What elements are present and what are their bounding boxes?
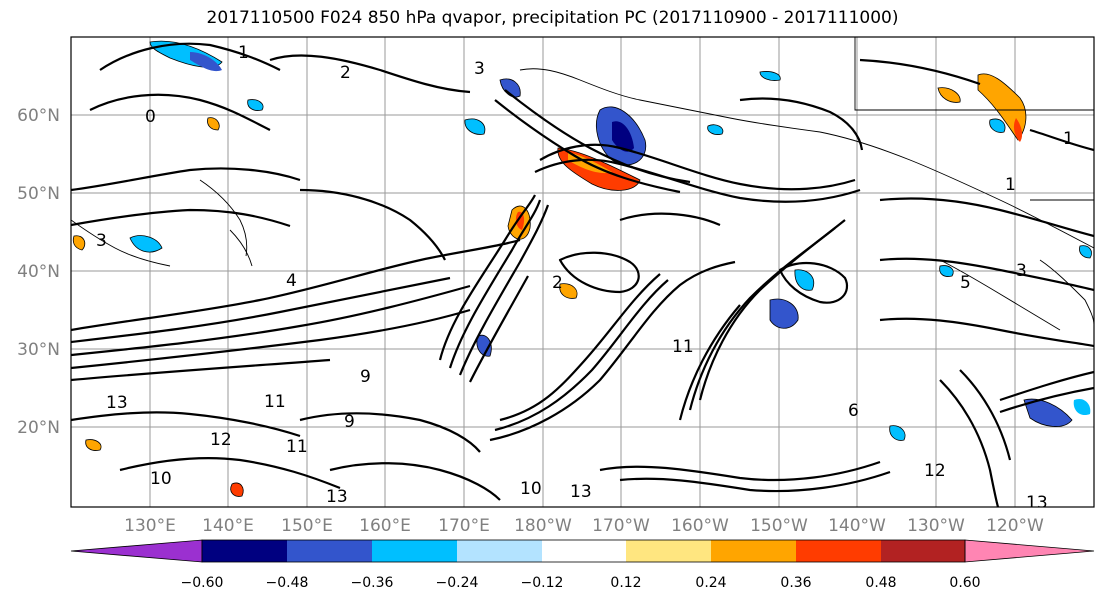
contour-label: 3 xyxy=(1016,261,1027,281)
contour-label: 11 xyxy=(672,337,694,357)
contour-label: 1 xyxy=(238,43,249,63)
contour-label: 11 xyxy=(286,437,308,457)
colorbar-segment xyxy=(796,540,881,562)
colorbar-segment xyxy=(542,540,626,562)
colorbar-segment xyxy=(626,540,711,562)
colorbar-tick: 0.36 xyxy=(780,575,811,591)
map-frame xyxy=(70,36,1095,508)
colorbar-tick: 0.12 xyxy=(610,575,641,591)
lon-tick: 120°W xyxy=(986,516,1044,536)
colorbar-tick: −0.36 xyxy=(351,575,394,591)
lon-tick: 150°E xyxy=(281,516,333,536)
contour-label: 10 xyxy=(520,479,542,499)
contour-label: 13 xyxy=(106,393,128,413)
contour-labels: 1 2 3 0 3 1 1 3 4 2 5 9 11 13 12 11 9 13… xyxy=(96,43,1074,513)
colorbar-tick: −0.12 xyxy=(521,575,564,591)
lat-tick-20n: 20°N xyxy=(17,418,60,438)
colorbar-tick: −0.24 xyxy=(436,575,479,591)
colorbar-segment xyxy=(287,540,372,562)
lon-tick: 160°E xyxy=(359,516,411,536)
contour-label: 5 xyxy=(960,273,971,293)
qvapor-contours xyxy=(71,42,1094,507)
lat-tick-60n: 60°N xyxy=(17,106,60,126)
colorbar-extend-max xyxy=(964,539,1095,563)
map-panel: 1 2 3 0 3 1 1 3 4 2 5 9 11 13 12 11 9 13… xyxy=(70,36,1095,513)
lon-tick: 130°W xyxy=(907,516,965,536)
contour-label: 10 xyxy=(150,469,172,489)
colorbar-tick: 0.48 xyxy=(865,575,896,591)
colorbar-frame xyxy=(201,539,966,563)
contour-label: 1 xyxy=(1063,129,1074,149)
colorbar-tick: 0.60 xyxy=(949,575,980,591)
lon-tick: 130°E xyxy=(124,516,176,536)
colorbar-segment xyxy=(711,540,796,562)
lon-tick: 170°E xyxy=(438,516,490,536)
colorbar-tick: −0.48 xyxy=(266,575,309,591)
contour-label: 6 xyxy=(848,401,859,421)
colorbar-segment xyxy=(372,540,457,562)
lon-tick: 170°W xyxy=(592,516,650,536)
lon-tick: 140°W xyxy=(828,516,886,536)
contour-label: 11 xyxy=(264,392,286,412)
figure-title: 2017110500 F024 850 hPa qvapor, precipit… xyxy=(206,8,899,28)
colorbar-extend-min xyxy=(70,539,203,563)
contour-label: 9 xyxy=(360,367,371,387)
colorbar-segment xyxy=(881,540,965,562)
contour-label: 13 xyxy=(570,482,592,502)
colorbar-tick: 0.24 xyxy=(695,575,726,591)
lat-tick-40n: 40°N xyxy=(17,262,60,282)
contour-label: 12 xyxy=(210,430,232,450)
lon-tick: 160°W xyxy=(671,516,729,536)
contour-label: 13 xyxy=(1026,493,1048,513)
contour-label: 13 xyxy=(326,487,348,507)
lat-axis: 60°N 50°N 40°N 30°N 20°N xyxy=(17,106,60,438)
coastlines xyxy=(71,37,1094,331)
lon-tick: 180°W xyxy=(514,516,572,536)
lon-axis: 130°E 140°E 150°E 160°E 170°E 180°W 170°… xyxy=(124,516,1044,536)
colorbar-tick: −0.60 xyxy=(181,575,224,591)
contour-label: 3 xyxy=(96,231,107,251)
gridlines xyxy=(71,37,1094,507)
contour-label: 2 xyxy=(340,63,351,83)
colorbar-segment xyxy=(202,540,287,562)
contour-label: 1 xyxy=(1005,175,1016,195)
lat-tick-50n: 50°N xyxy=(17,184,60,204)
contour-label: 0 xyxy=(145,107,156,127)
colorbar: −0.60 −0.48 −0.36 −0.24 −0.12 0.12 0.24 … xyxy=(70,539,1095,591)
contour-label: 2 xyxy=(552,273,563,293)
lon-tick: 140°E xyxy=(202,516,254,536)
lon-tick: 150°W xyxy=(750,516,808,536)
contour-label: 12 xyxy=(924,461,946,481)
colorbar-segment xyxy=(457,540,542,562)
contour-label: 3 xyxy=(474,59,485,79)
contour-label: 9 xyxy=(344,412,355,432)
lat-tick-30n: 30°N xyxy=(17,340,60,360)
contour-label: 4 xyxy=(286,271,297,291)
